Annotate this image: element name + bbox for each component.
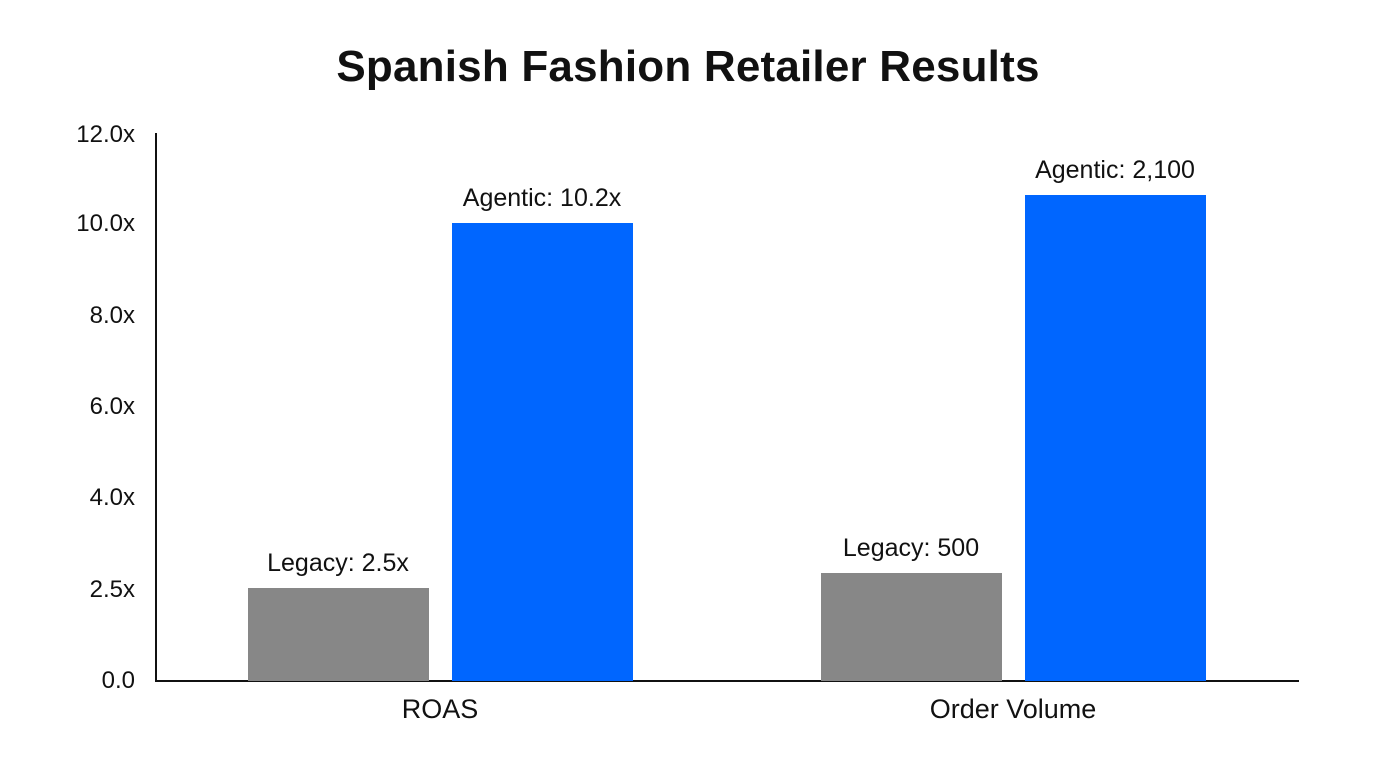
bar-label-agentic-roas: Agentic: 10.2x xyxy=(462,184,622,212)
x-category-label-order-volume: Order Volume xyxy=(929,694,1097,724)
bar-agentic-order-volume xyxy=(1025,195,1206,681)
bar-legacy-roas xyxy=(248,588,429,681)
y-tick-label: 6.0x xyxy=(89,393,135,420)
bar-label-legacy-order-volume: Legacy: 500 xyxy=(842,534,980,562)
y-tick-label: 4.0x xyxy=(89,484,135,511)
y-tick-label: 10.0x xyxy=(76,210,135,237)
bar-legacy-order-volume xyxy=(821,573,1002,681)
y-axis-line xyxy=(155,133,157,682)
x-axis-line xyxy=(155,680,1299,682)
bar-label-legacy-roas: Legacy: 2.5x xyxy=(267,549,409,577)
y-tick-label: 2.5x xyxy=(89,576,135,603)
bar-agentic-roas xyxy=(452,223,633,681)
y-tick-label: 8.0x xyxy=(89,302,135,329)
x-category-label-roas: ROAS xyxy=(401,694,479,724)
y-tick-label: 12.0x xyxy=(76,121,135,148)
bar-label-agentic-order-volume: Agentic: 2,100 xyxy=(1035,156,1195,184)
y-tick-label: 0.0 xyxy=(101,667,135,694)
chart-title: Spanish Fashion Retailer Results xyxy=(336,42,1040,91)
